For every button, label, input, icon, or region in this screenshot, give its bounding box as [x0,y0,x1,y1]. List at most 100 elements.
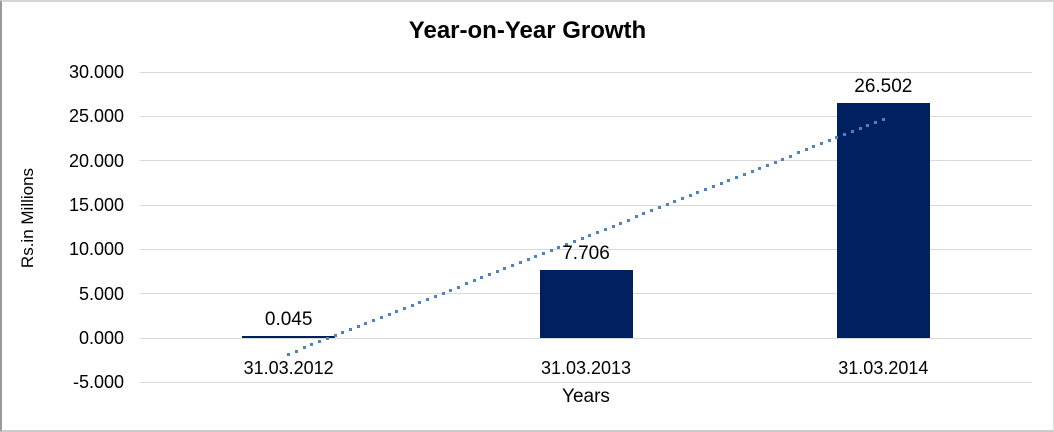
trendline-dot [812,145,816,149]
trendline-dot [410,303,414,307]
trendline-dot [650,209,654,213]
x-category-label: 31.03.2013 [540,358,632,378]
trendline-dot [542,252,546,256]
trendline-dot [796,151,800,155]
y-tick-label: 20.000 [68,150,124,171]
trendline-dot [874,121,878,125]
trendline-dot [302,346,306,350]
gridline [140,248,1032,250]
y-tick-label: 5.000 [78,283,124,304]
trendline-dot [619,221,623,225]
trendline-dot [820,142,824,146]
trendline-dot [688,194,692,198]
trendline-dot [356,325,360,329]
trendline-dot [341,331,345,335]
trendline-dot [487,273,491,277]
gridline [140,337,1032,339]
trendline-dot [379,315,383,319]
trendline-dot [765,163,769,167]
gridline [140,381,1032,383]
trendline-dot [603,227,607,231]
gridline [140,160,1032,162]
trendline-dot [626,218,630,222]
trendline-dot [596,230,600,234]
trendline-dot [881,117,885,121]
trendline-dot [403,306,406,310]
trendline-dot [503,267,507,271]
x-category-label: 31.03.2014 [838,358,929,378]
trendline-dot [696,191,700,195]
trendline-dot [418,300,422,304]
trendline-dot [348,328,352,332]
trendline-dot [387,312,391,316]
trendline-dot [318,340,322,344]
trendline-dot [657,206,661,210]
trendline-dot [526,258,530,262]
trendline-dot [364,322,368,326]
trendline-dot [665,203,669,207]
trendline-dot [294,349,298,353]
gridline [140,115,1032,117]
trendline-dot [827,139,831,143]
trendline-dot [634,215,638,219]
trendline-dot [395,309,399,313]
trendline-dot [858,127,862,131]
trendline-dot [549,248,553,252]
trendline-dot [572,239,576,243]
trendline-dot [742,172,746,176]
bar-value-label: 7.706 [562,242,610,264]
y-tick-label: -5.000 [72,372,124,393]
trendline-dot [773,160,777,164]
trendline-dot [426,297,430,301]
trendline-dot [565,242,569,246]
trendline-dot [472,279,476,283]
trendline-dot [287,352,291,356]
trendline-dot [333,334,337,338]
trendline-dot [719,181,723,185]
trendline-dot [588,233,592,237]
trendline-dot [735,175,739,179]
trendline-dot [758,166,762,170]
gridline [140,71,1032,73]
x-axis-title: Years [562,386,610,407]
trendline-dot [449,288,453,292]
trendline-dot [727,178,731,182]
bar-value-label: 26.502 [854,76,913,97]
trendline-dot [372,319,376,323]
y-tick-label: 25.000 [68,106,124,127]
trendline-dot [557,245,561,249]
gridline [140,204,1032,206]
trendline-dot [518,261,522,265]
trendline-dot [580,236,584,240]
trendline-dot [480,276,484,280]
chart-title: Year-on-Year Growth [408,17,647,44]
bar [836,103,930,338]
trendline-dot [866,124,870,128]
y-tick-label: 0.000 [78,328,124,348]
trendline-dot [835,136,839,140]
trendline-dot [704,188,708,192]
bar [242,335,336,338]
trendline-dot [611,224,615,228]
trendline-dot [433,294,437,298]
trendline-dot [495,270,499,274]
trendline-dot [511,264,515,268]
trendline-dot [843,133,847,137]
trendline-dot [789,154,793,158]
trendline-dot [804,148,808,152]
trendline-dot [850,130,854,134]
trendline-dot [642,212,646,216]
y-tick-label: 10.000 [68,239,124,260]
y-tick-label: 15.000 [68,195,124,215]
trendline-dot [464,282,468,286]
trendline-dot [441,291,445,295]
trendline-dot [681,197,685,201]
trendline-dot [673,200,677,204]
trendline-dot [781,157,785,161]
bar-value-label: 0.045 [264,308,313,330]
trendline-dot [310,343,314,347]
x-category-label: 31.03.2012 [243,358,334,378]
y-tick-label: 30.000 [68,62,124,82]
trendline-dot [457,285,461,289]
